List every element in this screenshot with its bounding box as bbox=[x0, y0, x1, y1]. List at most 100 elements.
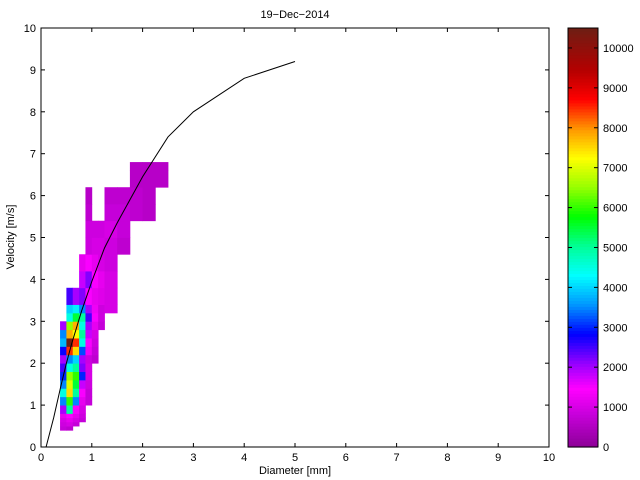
heatmap-cell bbox=[79, 287, 86, 305]
heatmap-cell bbox=[155, 162, 169, 171]
heatmap-cell bbox=[72, 379, 80, 389]
colorbar-tick-label: 7000 bbox=[603, 163, 627, 175]
heatmap-cell bbox=[155, 170, 169, 188]
colorbar-segment bbox=[568, 375, 598, 379]
colorbar-segment bbox=[568, 291, 598, 295]
colorbar-segment bbox=[568, 405, 598, 409]
colorbar-segment bbox=[568, 42, 598, 47]
colorbar-segment bbox=[568, 273, 598, 277]
y-tick-label: 5 bbox=[30, 233, 36, 245]
heatmap-cell bbox=[142, 187, 156, 205]
heatmap-cell bbox=[60, 363, 67, 372]
heatmap-cell bbox=[85, 304, 93, 314]
colorbar-segment bbox=[568, 372, 598, 376]
heatmap-cell bbox=[91, 271, 99, 289]
colorbar-segment bbox=[568, 168, 598, 173]
heatmap-cell bbox=[79, 312, 86, 322]
colorbar-tick-label: 8000 bbox=[603, 123, 627, 135]
heatmap-cell bbox=[85, 379, 93, 389]
colorbar-segment bbox=[568, 330, 598, 334]
colorbar-segment bbox=[568, 399, 598, 403]
colorbar-segment bbox=[568, 276, 598, 280]
heatmap-cell bbox=[79, 396, 86, 406]
colorbar-segment bbox=[568, 396, 598, 400]
colorbar-segment bbox=[568, 33, 598, 38]
colorbar-segment bbox=[568, 180, 598, 185]
y-tick-label: 6 bbox=[30, 191, 36, 203]
heatmap-cell bbox=[60, 421, 67, 427]
colorbar-segment bbox=[568, 39, 598, 44]
heatmap-cell bbox=[142, 170, 156, 188]
colorbar-tick-label: 6000 bbox=[603, 203, 627, 215]
colorbar-segment bbox=[568, 348, 598, 352]
heatmap-cell bbox=[72, 371, 80, 381]
colorbar-segment bbox=[568, 243, 598, 248]
colorbar-segment bbox=[568, 114, 598, 119]
colorbar-segment bbox=[568, 72, 598, 77]
colorbar-segment bbox=[568, 228, 598, 233]
colorbar-segment bbox=[568, 120, 598, 125]
colorbar-segment bbox=[568, 282, 598, 286]
colorbar-segment bbox=[568, 30, 598, 35]
heatmap-cell bbox=[60, 346, 67, 356]
colorbar-segment bbox=[568, 303, 598, 307]
colorbar-segment bbox=[568, 48, 598, 53]
colorbar-segment bbox=[568, 204, 598, 209]
heatmap-cell bbox=[79, 321, 86, 331]
colorbar-segment bbox=[568, 105, 598, 110]
colorbar-segment bbox=[568, 75, 598, 80]
colorbar-segment bbox=[568, 129, 598, 134]
heatmap-cell bbox=[98, 287, 105, 305]
heatmap-cell bbox=[85, 329, 93, 339]
heatmap-cell bbox=[66, 304, 74, 314]
colorbar-segment bbox=[568, 318, 598, 322]
colorbar-frame bbox=[567, 27, 599, 448]
heatmap-cell bbox=[66, 329, 74, 339]
heatmap-cell bbox=[66, 379, 74, 389]
heatmap-cell bbox=[98, 237, 105, 255]
y-tick-label: 8 bbox=[30, 107, 36, 119]
colorbar-tick-label: 0 bbox=[603, 442, 609, 454]
colorbar-segment bbox=[568, 411, 598, 415]
heatmap-cell bbox=[91, 254, 99, 272]
y-tick-label: 10 bbox=[24, 23, 36, 35]
colorbar-segment bbox=[568, 237, 598, 242]
heatmap-cell bbox=[129, 170, 143, 188]
colorbar-segment bbox=[568, 312, 598, 316]
heatmap-cell bbox=[85, 237, 93, 255]
colorbar-segment bbox=[568, 66, 598, 71]
colorbar-segment bbox=[568, 45, 598, 50]
heatmap-cell bbox=[79, 271, 86, 289]
heatmap-cell bbox=[85, 346, 93, 356]
colorbar-segment bbox=[568, 213, 598, 218]
colorbar-tick-label: 1000 bbox=[603, 402, 627, 414]
colorbar-segment bbox=[568, 333, 598, 337]
colorbar-segment bbox=[568, 249, 598, 254]
heatmap-cell bbox=[79, 254, 86, 272]
colorbar-segment bbox=[568, 285, 598, 289]
colorbar-segment bbox=[568, 438, 598, 442]
heatmap-cell bbox=[85, 338, 93, 347]
colorbar-segment bbox=[568, 216, 598, 221]
colorbar-segment bbox=[568, 423, 598, 427]
colorbar-segment bbox=[568, 252, 598, 257]
colorbar-segment bbox=[568, 198, 598, 203]
y-axis-ticks: 0 1 2 3 4 5 6 7 8 9 10 bbox=[24, 23, 549, 454]
heatmap-cell bbox=[79, 405, 86, 414]
colorbar-segment bbox=[568, 123, 598, 128]
colorbar-segment bbox=[568, 393, 598, 397]
heatmap-cell bbox=[104, 220, 118, 238]
colorbar-segment bbox=[568, 174, 598, 179]
colorbar-segment bbox=[568, 69, 598, 74]
colorbar-segment bbox=[568, 402, 598, 406]
colorbar-ticks: 0 1000 2000 3000 4000 5000 6000 7000 8000 9000 100… bbox=[568, 43, 634, 454]
heatmap-cell bbox=[66, 363, 74, 372]
colorbar-segment bbox=[568, 261, 598, 266]
heatmap-cell bbox=[66, 396, 74, 406]
x-tick-label: 10 bbox=[543, 452, 555, 464]
heatmap-cell bbox=[66, 417, 74, 423]
colorbar-segment bbox=[568, 78, 598, 83]
heatmap-cell bbox=[142, 203, 156, 222]
heatmap-cell bbox=[72, 405, 80, 414]
heatmap-cell bbox=[79, 371, 86, 381]
